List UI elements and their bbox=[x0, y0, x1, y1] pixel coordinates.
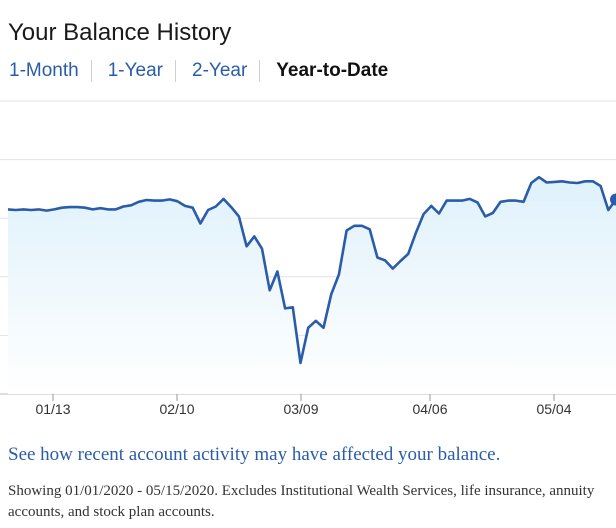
area-fill-layer bbox=[8, 177, 616, 394]
tab-year-to-date[interactable]: Year-to-Date bbox=[259, 60, 400, 82]
x-tick-label: 01/13 bbox=[35, 401, 70, 417]
balance-area-fill bbox=[8, 177, 616, 394]
current-balance-marker[interactable] bbox=[610, 193, 616, 206]
x-tick-label: 02/10 bbox=[159, 401, 194, 417]
account-activity-link[interactable]: See how recent account activity may have… bbox=[8, 444, 501, 465]
x-axis: 01/13 02/10 03/09 04/06 05/04 bbox=[35, 394, 572, 417]
x-tick-label: 05/04 bbox=[536, 401, 571, 417]
line-layer bbox=[7, 175, 616, 365]
balance-history-chart: 01/13 02/10 03/09 04/06 05/04 bbox=[0, 100, 616, 417]
x-tick-label: 04/06 bbox=[412, 401, 447, 417]
tab-1-year[interactable]: 1-Year bbox=[90, 60, 175, 82]
date-range-footnote: Showing 01/01/2020 - 05/15/2020. Exclude… bbox=[8, 483, 595, 520]
tab-2-year[interactable]: 2-Year bbox=[175, 60, 259, 82]
page-title: Your Balance History bbox=[8, 19, 232, 46]
balance-line bbox=[7, 175, 616, 365]
tab-1-month[interactable]: 1-Month bbox=[9, 60, 79, 81]
x-tick-label: 03/09 bbox=[283, 401, 318, 417]
range-tabs: 1-Month 1-Year 2-Year Year-to-Date bbox=[0, 58, 400, 84]
